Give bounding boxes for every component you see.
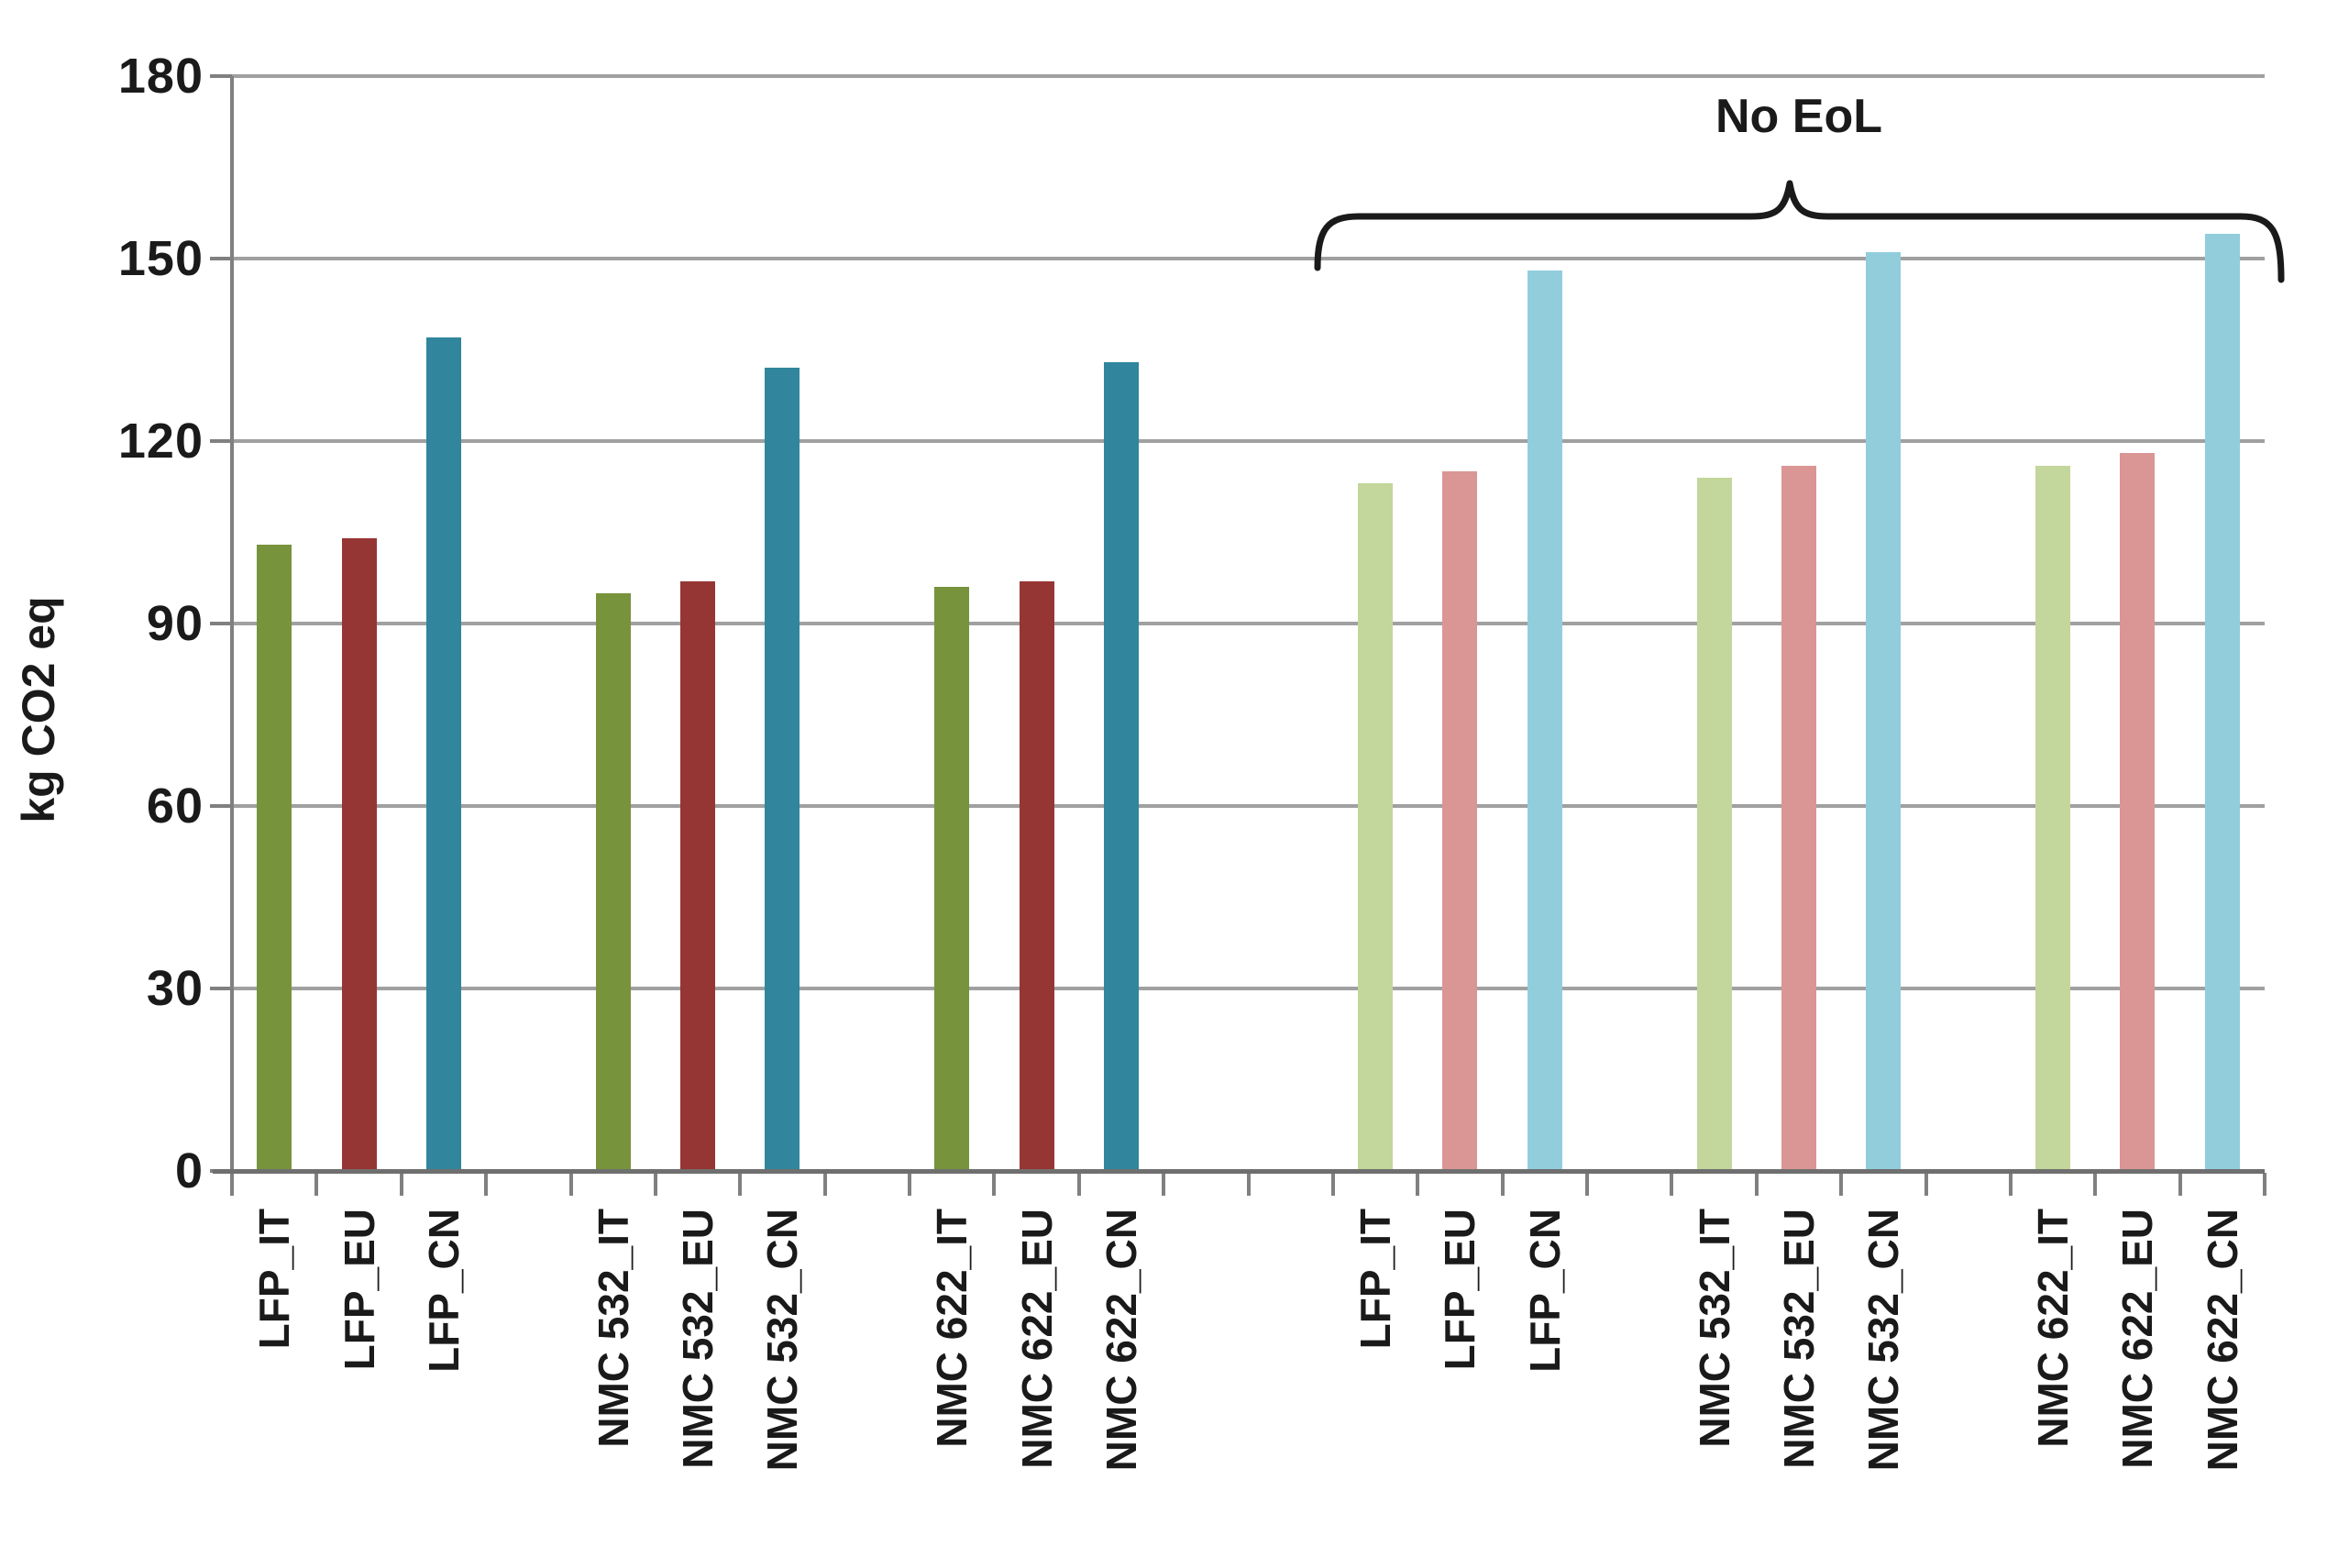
x-label-2: LFP_CN (419, 1209, 468, 1373)
bar-lfp_eu-10 (1442, 471, 1478, 1171)
x-axis-line (213, 1169, 2265, 1174)
x-tick (314, 1173, 319, 1196)
bar-nmc-532_cn-5 (765, 368, 800, 1171)
gridline-60 (232, 804, 2265, 808)
no-eol-label: No EoL (1715, 90, 1882, 143)
y-tick-30 (210, 987, 232, 990)
x-tick (2178, 1173, 2182, 1196)
x-label-1: LFP_EU (335, 1209, 383, 1371)
gridline-120 (232, 439, 2265, 443)
gridline-90 (232, 622, 2265, 625)
x-tick (1330, 1173, 1335, 1196)
y-tick-label-60: 60 (146, 778, 204, 834)
bar-nmc-622_cn-17 (2204, 234, 2240, 1171)
bar-nmc-532_cn-14 (1866, 252, 1902, 1171)
x-tick (992, 1173, 997, 1196)
bar-lfp_cn-2 (425, 337, 461, 1171)
x-tick (1246, 1173, 1251, 1196)
y-tick-90 (210, 622, 232, 625)
x-label-16: NMC 622_EU (2113, 1209, 2162, 1469)
y-tick-label-0: 0 (174, 1143, 204, 1198)
y-tick-label-150: 150 (117, 231, 204, 286)
x-tick (1670, 1173, 1674, 1196)
x-label-7: NMC 622_EU (1012, 1209, 1061, 1469)
x-tick (1500, 1173, 1505, 1196)
y-tick-150 (210, 257, 232, 260)
bar-nmc-622_it-6 (934, 587, 970, 1171)
x-label-12: NMC 532_IT (1690, 1209, 1738, 1448)
x-label-5: NMC 532_CN (758, 1209, 807, 1472)
bar-lfp_eu-1 (341, 538, 377, 1171)
y-tick-120 (210, 439, 232, 443)
x-label-9: LFP_IT (1351, 1209, 1400, 1350)
bar-nmc-532_it-3 (595, 592, 631, 1171)
y-tick-label-30: 30 (146, 961, 204, 1016)
x-label-11: LFP_CN (1520, 1209, 1569, 1373)
x-tick (1839, 1173, 1844, 1196)
gridline-30 (232, 987, 2265, 990)
y-axis-line (230, 76, 234, 1171)
bar-nmc-532_it-12 (1696, 477, 1732, 1171)
bar-nmc-532_eu-4 (680, 580, 716, 1171)
x-tick (2093, 1173, 2098, 1196)
x-label-13: NMC 532_EU (1774, 1209, 1823, 1469)
x-tick (653, 1173, 657, 1196)
x-tick (1076, 1173, 1081, 1196)
bar-nmc-622_eu-16 (2120, 453, 2156, 1171)
gridline-180 (232, 74, 2265, 78)
x-label-8: NMC 622_CN (1097, 1209, 1145, 1472)
x-tick (908, 1173, 911, 1196)
x-tick (230, 1173, 234, 1196)
x-label-4: NMC 532_EU (674, 1209, 722, 1469)
y-tick-180 (210, 74, 232, 78)
x-label-14: NMC 532_CN (1859, 1209, 1908, 1472)
x-label-10: LFP_EU (1436, 1209, 1484, 1371)
x-tick (568, 1173, 573, 1196)
bar-nmc-532_eu-13 (1781, 465, 1816, 1171)
x-label-17: NMC 622_CN (2198, 1209, 2246, 1472)
x-tick (2263, 1173, 2266, 1196)
x-tick (1585, 1173, 1589, 1196)
x-tick (399, 1173, 403, 1196)
y-tick-label-90: 90 (146, 596, 204, 651)
bar-lfp_it-9 (1358, 483, 1394, 1171)
x-tick (1754, 1173, 1759, 1196)
y-tick-60 (210, 804, 232, 808)
bar-lfp_it-0 (257, 544, 292, 1171)
x-tick (822, 1173, 827, 1196)
bar-lfp_cn-11 (1527, 271, 1562, 1171)
x-label-15: NMC 622_IT (2029, 1209, 2078, 1448)
y-tick-label-120: 120 (117, 414, 204, 469)
bar-nmc-622_it-15 (2035, 465, 2071, 1171)
x-label-6: NMC 622_IT (928, 1209, 976, 1448)
x-tick (484, 1173, 489, 1196)
x-tick (2008, 1173, 2013, 1196)
bar-nmc-622_eu-7 (1019, 580, 1054, 1171)
y-tick-label-180: 180 (117, 49, 204, 104)
x-label-0: LFP_IT (250, 1209, 299, 1350)
x-tick (1162, 1173, 1166, 1196)
x-tick (1924, 1173, 1928, 1196)
x-tick (1416, 1173, 1420, 1196)
x-tick (738, 1173, 743, 1196)
x-label-3: NMC 532_IT (589, 1209, 637, 1448)
gridline-150 (232, 257, 2265, 260)
bar-nmc-622_cn-8 (1103, 361, 1139, 1171)
